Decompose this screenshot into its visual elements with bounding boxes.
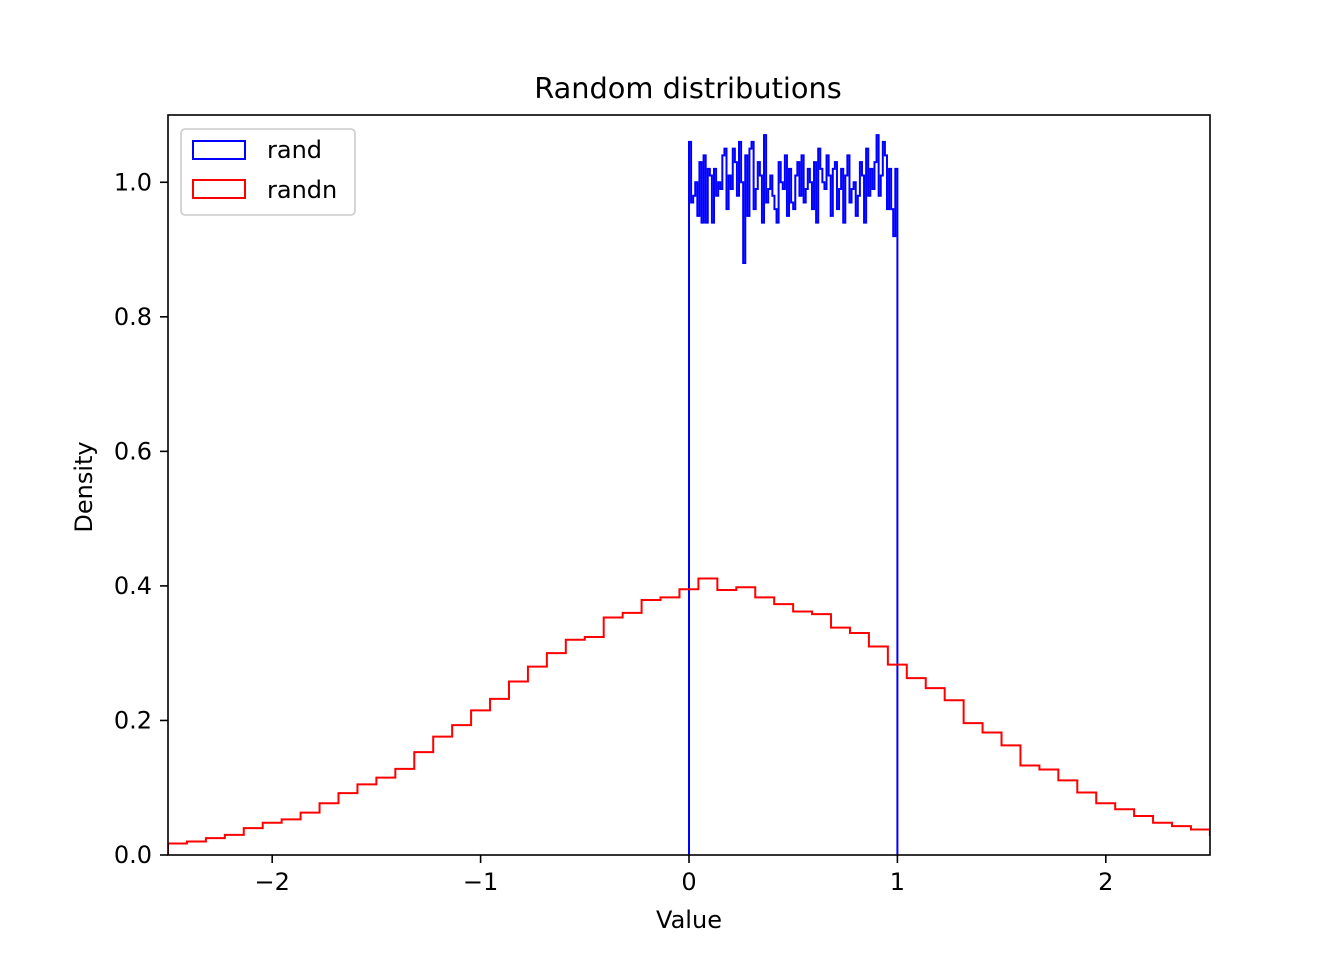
x-tick-label: −1 <box>463 868 498 896</box>
x-axis-label: Value <box>656 906 722 934</box>
chart-title: Random distributions <box>534 71 842 105</box>
y-tick-label: 0.2 <box>114 706 152 734</box>
legend-box <box>180 128 356 216</box>
legend-swatch-rand <box>192 140 246 160</box>
legend-label-rand: rand <box>267 136 322 164</box>
y-tick-label: 0.8 <box>114 303 152 331</box>
legend-swatch-randn <box>192 179 246 199</box>
histogram-series-rand <box>688 134 899 855</box>
y-axis-label: Density <box>70 441 98 532</box>
legend: rand randn <box>180 128 356 216</box>
x-tick-label: 0 <box>681 868 696 896</box>
histogram-series-randn <box>168 577 1210 855</box>
y-tick-label: 0.4 <box>114 572 152 600</box>
y-tick-label: 0.6 <box>114 437 152 465</box>
x-tick-label: 2 <box>1098 868 1113 896</box>
y-tick-label: 0.0 <box>114 841 152 869</box>
x-axis: −2 −1 0 1 2 <box>255 855 1113 896</box>
x-tick-label: 1 <box>890 868 905 896</box>
legend-label-randn: randn <box>267 176 337 204</box>
x-tick-label: −2 <box>255 868 290 896</box>
y-axis: 0.0 0.2 0.4 0.6 0.8 1.0 <box>114 168 168 869</box>
y-tick-label: 1.0 <box>114 168 152 196</box>
plot-area <box>168 134 1210 855</box>
